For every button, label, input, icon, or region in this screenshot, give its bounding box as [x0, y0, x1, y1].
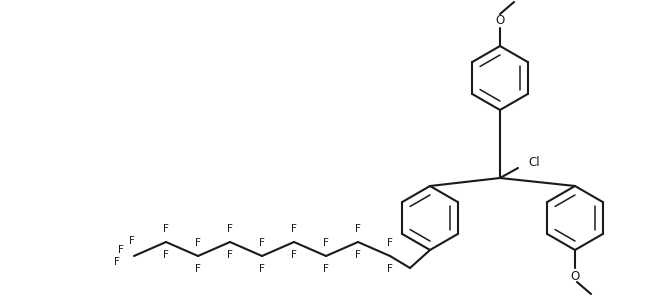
Text: F: F — [355, 224, 361, 234]
Text: F: F — [355, 250, 361, 260]
Text: F: F — [129, 236, 135, 246]
Text: F: F — [195, 264, 201, 274]
Text: F: F — [118, 245, 124, 255]
Text: F: F — [195, 238, 201, 248]
Text: F: F — [323, 264, 329, 274]
Text: F: F — [163, 224, 169, 234]
Text: F: F — [163, 250, 169, 260]
Text: F: F — [387, 238, 393, 248]
Text: F: F — [323, 238, 329, 248]
Text: F: F — [227, 224, 233, 234]
Text: F: F — [291, 224, 297, 234]
Text: F: F — [291, 250, 297, 260]
Text: Cl: Cl — [528, 156, 539, 168]
Text: F: F — [114, 257, 120, 267]
Text: O: O — [570, 270, 580, 282]
Text: F: F — [227, 250, 233, 260]
Text: F: F — [259, 238, 265, 248]
Text: F: F — [387, 264, 393, 274]
Text: F: F — [259, 264, 265, 274]
Text: O: O — [495, 14, 505, 26]
